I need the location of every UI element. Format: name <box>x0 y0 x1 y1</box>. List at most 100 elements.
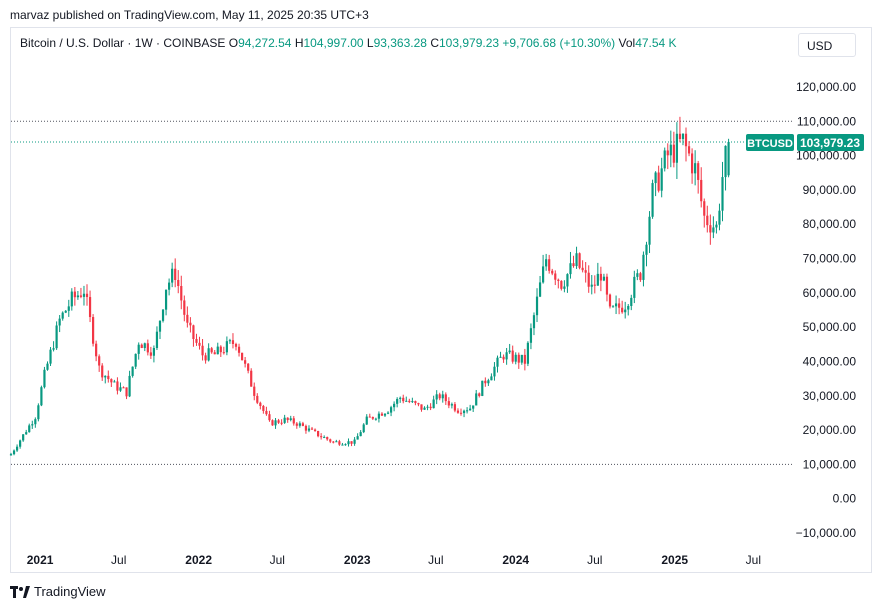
candle-body <box>271 420 274 426</box>
candle-body <box>505 352 508 360</box>
symbol-label[interactable]: Bitcoin / U.S. Dollar · 1W · COINBASE <box>20 36 226 50</box>
candle-body <box>34 419 37 425</box>
candle-body <box>645 244 648 255</box>
candle-body <box>554 273 557 280</box>
candle-body <box>675 133 678 163</box>
candle-body <box>694 163 697 174</box>
candle-body <box>542 266 545 283</box>
candle-body <box>152 347 156 356</box>
candle-body <box>61 312 64 319</box>
candle-body <box>487 380 490 384</box>
candle-body <box>724 145 727 178</box>
footer-brand[interactable]: TradingView <box>34 584 106 599</box>
candle-body <box>605 276 609 295</box>
candle-body <box>37 405 40 420</box>
candle-body <box>362 424 365 433</box>
candle-body <box>669 144 672 156</box>
candle-body <box>259 402 262 407</box>
footer: TradingView <box>10 584 106 599</box>
candle-body <box>663 150 666 169</box>
ohlc-legend: Bitcoin / U.S. Dollar · 1W · COINBASE O9… <box>20 36 677 50</box>
candle-body <box>465 410 469 412</box>
candle-body <box>569 263 572 275</box>
candle-body <box>247 363 250 371</box>
candle-body <box>253 386 256 396</box>
candle-body <box>712 227 715 233</box>
low-label: L <box>366 36 374 50</box>
candle-body <box>709 225 712 233</box>
candle-body <box>490 376 493 381</box>
candle-body <box>545 259 548 267</box>
candle-body <box>499 356 502 358</box>
candle-body <box>462 410 466 414</box>
candle-body <box>590 284 593 287</box>
candle-body <box>481 380 484 396</box>
y-tick-label: 110,000.00 <box>797 114 856 128</box>
candle-body <box>502 356 505 360</box>
candle-body <box>386 412 390 414</box>
candle-body <box>225 341 228 353</box>
candle-body <box>368 416 371 418</box>
candle-body <box>119 387 122 391</box>
candle-body <box>49 349 52 364</box>
candle-body <box>432 399 435 409</box>
candle-body <box>177 279 180 287</box>
candle-body <box>639 273 642 280</box>
candle-body <box>514 354 517 362</box>
candle-body <box>660 168 663 191</box>
candle-body <box>602 276 606 281</box>
candle-body <box>320 436 323 438</box>
currency-button[interactable]: USD <box>798 33 856 57</box>
candle-body <box>183 300 186 315</box>
candle-body <box>651 183 654 217</box>
candle-body <box>307 428 311 431</box>
candle-body <box>19 440 22 447</box>
candle-body <box>484 380 487 384</box>
candle-body <box>101 365 104 378</box>
candle-body <box>538 282 542 297</box>
candle-body <box>721 177 724 211</box>
candle-body <box>15 446 19 451</box>
candle-body <box>116 381 119 391</box>
candle-body <box>441 394 444 399</box>
candle-body <box>171 268 174 283</box>
candle-body <box>192 325 195 339</box>
candle-body <box>186 314 189 323</box>
candle-body <box>496 357 499 367</box>
candle-body <box>201 345 204 356</box>
candle-body <box>517 354 520 363</box>
y-tick-label: 40,000.00 <box>803 354 857 368</box>
candle-body <box>575 253 578 267</box>
candle-body <box>475 393 478 406</box>
candle-body <box>438 394 441 399</box>
open-value: 94,272.54 <box>238 36 292 50</box>
candle-body <box>237 346 241 353</box>
candle-body <box>256 395 259 403</box>
candle-body <box>657 172 660 191</box>
x-tick-label: 2024 <box>502 553 529 567</box>
y-axis: 120,000.00 110,000.00 100,000.00 90,000.00 8… <box>796 80 857 540</box>
candle-body <box>526 342 530 364</box>
candle-body <box>690 153 694 174</box>
candle-body <box>353 439 356 444</box>
candle-body <box>70 291 73 307</box>
candle-body <box>198 342 201 346</box>
candle-body <box>104 375 107 378</box>
candle-body <box>624 309 627 313</box>
candle-body <box>572 263 575 267</box>
candle-body <box>535 296 539 316</box>
candle-body <box>630 297 633 306</box>
candle-body <box>377 413 381 419</box>
candle-body <box>359 432 362 437</box>
candle-body <box>91 317 95 344</box>
candle-body <box>76 295 79 298</box>
candle-body <box>228 340 232 342</box>
change-value: +9,706.68 (+10.30%) <box>502 36 616 50</box>
candle-body <box>250 370 253 387</box>
candle-body <box>22 434 25 441</box>
x-tick-label: Jul <box>111 553 126 567</box>
candle-body <box>25 432 28 435</box>
y-tick-label: 80,000.00 <box>803 217 857 231</box>
price-tag-value: 103,979.23 <box>800 136 860 150</box>
